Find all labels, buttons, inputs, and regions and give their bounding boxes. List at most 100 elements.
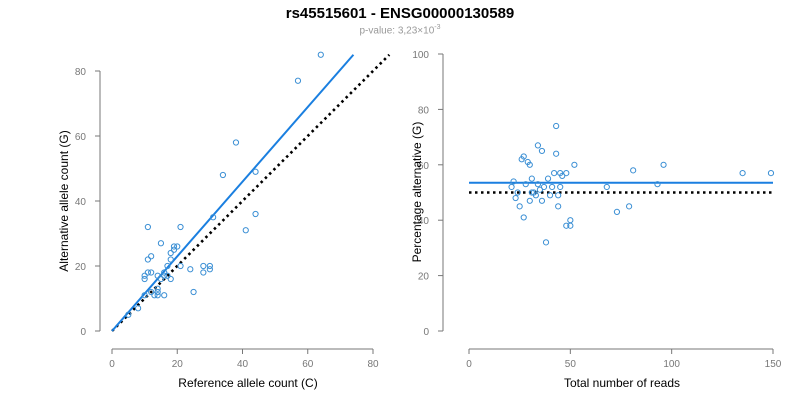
y-tick-label: 60	[75, 132, 87, 143]
data-point	[739, 170, 746, 177]
data-point	[522, 181, 529, 188]
data-point	[141, 275, 148, 283]
data-point	[219, 171, 227, 179]
data-point	[157, 275, 165, 283]
data-point	[557, 183, 564, 191]
data-point	[571, 161, 578, 168]
data-point	[508, 183, 515, 191]
data-point	[294, 77, 302, 84]
data-point	[177, 223, 184, 231]
data-point	[200, 262, 207, 270]
p-value-text: p-value: 3,23×10	[359, 25, 435, 37]
data-point	[154, 288, 161, 296]
x-tick-label: 80	[367, 359, 379, 370]
data-point	[534, 142, 542, 149]
data-point	[232, 139, 240, 146]
data-point	[526, 197, 533, 204]
data-point	[660, 161, 667, 168]
data-point	[540, 183, 548, 191]
data-point	[520, 153, 527, 160]
data-point	[161, 272, 168, 279]
data-point	[190, 288, 197, 296]
data-point	[161, 292, 168, 299]
data-point	[510, 178, 517, 185]
x-tick-label: 40	[237, 359, 249, 370]
data-point	[514, 189, 521, 196]
fit-line	[111, 54, 355, 332]
data-point	[252, 168, 259, 175]
x-tick-label: 150	[765, 359, 782, 370]
data-point	[534, 181, 542, 188]
data-point	[546, 192, 554, 199]
data-point	[167, 275, 174, 283]
data-point	[144, 223, 151, 231]
data-point	[528, 175, 535, 182]
data-point	[538, 147, 546, 155]
p-value-subtitle: p-value: 3,23×10-3	[0, 24, 800, 36]
data-point	[148, 288, 155, 296]
data-point	[154, 292, 161, 299]
y-tick-label: 40	[418, 216, 430, 227]
data-point	[567, 217, 574, 224]
percentage-alternative-scatter: 0 50 100 150 0 20 40 60 80 100 Total number of rea…	[410, 50, 782, 390]
data-point	[141, 292, 148, 299]
y-tick-label: 20	[75, 262, 87, 273]
data-point	[563, 170, 570, 177]
data-point	[167, 256, 174, 263]
data-point	[170, 246, 178, 253]
y-tick-label: 40	[75, 197, 87, 208]
y-axis-label: Percentage alternative (G)	[410, 122, 424, 263]
x-tick-label: 100	[663, 359, 680, 370]
data-point	[164, 262, 171, 270]
data-point	[154, 285, 161, 292]
x-tick-label: 20	[172, 359, 184, 370]
data-point	[141, 272, 148, 279]
data-point	[148, 253, 155, 260]
data-point	[551, 170, 558, 177]
x-tick-label: 0	[109, 359, 115, 370]
data-point	[154, 272, 161, 279]
allele-count-scatter: 0 20 40 60 80 0 20 40 60 80 Reference allele count…	[57, 51, 391, 390]
data-point	[144, 256, 151, 263]
data-point	[177, 262, 184, 270]
data-point	[626, 203, 633, 210]
data-point	[603, 183, 610, 191]
data-point	[553, 122, 560, 130]
data-point	[613, 208, 621, 215]
x-tick-label: 60	[302, 359, 314, 370]
data-point	[187, 266, 194, 273]
y-tick-label: 80	[418, 105, 430, 116]
data-point	[538, 197, 546, 204]
data-point	[559, 172, 566, 179]
data-point	[210, 214, 217, 221]
data-point	[135, 305, 142, 312]
data-point	[520, 214, 527, 221]
x-axis-label: Reference allele count (C)	[178, 376, 317, 390]
data-point	[167, 249, 174, 257]
y-tick-label: 0	[80, 327, 86, 338]
data-point	[157, 240, 165, 247]
y-axis-label: Alternative allele count (G)	[57, 130, 71, 271]
data-point	[528, 189, 535, 196]
data-point	[125, 311, 132, 318]
x-tick-label: 50	[565, 359, 577, 370]
data-point	[630, 167, 637, 174]
y-tick-label: 0	[423, 327, 429, 338]
data-point	[654, 181, 661, 188]
data-point	[242, 227, 249, 234]
data-point	[555, 203, 562, 210]
data-point	[526, 161, 533, 168]
data-point	[317, 51, 324, 58]
data-point	[206, 266, 213, 273]
data-point	[542, 239, 550, 246]
data-point	[536, 186, 544, 193]
y-tick-label: 60	[418, 161, 430, 172]
x-axis-label: Total number of reads	[564, 376, 680, 390]
data-point	[144, 269, 151, 276]
data-point	[512, 194, 519, 202]
data-point	[532, 192, 539, 199]
data-point	[252, 210, 259, 218]
data-point	[174, 243, 181, 250]
chart-title: rs45515601 - ENSG00000130589	[285, 5, 515, 22]
